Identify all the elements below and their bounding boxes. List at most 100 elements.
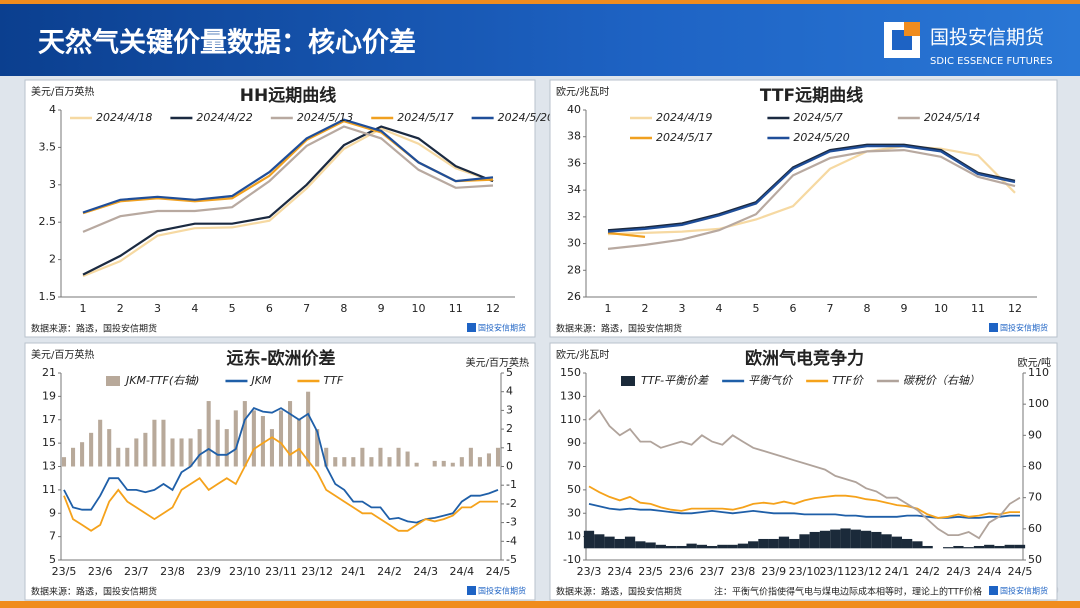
bar: [707, 545, 718, 549]
y-tick-label: 30: [567, 506, 581, 519]
x-tick-label: 5: [229, 302, 236, 315]
legend-item: 碳税价（右轴）: [876, 374, 980, 387]
y-tick-label: 2.5: [39, 215, 57, 228]
bar: [850, 529, 861, 549]
legend-label: 2024/5/20: [498, 111, 554, 124]
legend-label: 2024/4/18: [96, 111, 152, 124]
x-tick-label: 4: [716, 302, 723, 315]
bar: [206, 401, 211, 467]
bar: [789, 538, 800, 549]
y-tick-label: 36: [567, 156, 581, 169]
bar: [342, 457, 347, 467]
bar: [819, 530, 831, 549]
x-tick-label: 12: [486, 302, 500, 315]
bar: [495, 447, 501, 467]
y2-tick-label: 1: [506, 441, 513, 454]
small-logo-mark: [989, 586, 998, 595]
y-tick-label: 130: [560, 389, 581, 402]
small-logo: 国投安信期货: [478, 323, 526, 333]
y2-tick-label: 110: [1028, 366, 1049, 379]
line-series: [588, 485, 1020, 519]
bar: [242, 401, 247, 467]
legend-item: JKM-TTF(右轴): [106, 374, 199, 387]
bar: [161, 419, 166, 467]
x-tick-label: 23/6: [88, 565, 113, 578]
source-note: 数据来源：路透，国投安信期货: [556, 323, 682, 335]
y-tick-label: 13: [42, 460, 56, 473]
x-tick-label: 9: [378, 302, 385, 315]
y-tick-label: 1.5: [39, 290, 57, 303]
bar: [912, 541, 923, 549]
line-series: [607, 145, 1016, 233]
x-tick-label: 24/5: [1008, 565, 1033, 578]
y-tick-label: 7: [49, 530, 56, 543]
y-tick-label: 38: [567, 130, 581, 143]
source-note: 数据来源：路透，国投安信期货: [31, 586, 157, 598]
bar: [727, 544, 738, 549]
bar: [871, 531, 882, 549]
small-logo: 国投安信期货: [478, 586, 526, 596]
x-tick-label: 10: [934, 302, 948, 315]
bar: [378, 447, 383, 467]
bar: [179, 438, 184, 467]
legend-label: 2024/5/17: [656, 131, 712, 144]
x-tick-label: 24/1: [341, 565, 366, 578]
bar: [963, 547, 974, 549]
y2-tick-label: 70: [1028, 491, 1042, 504]
bar: [369, 457, 374, 467]
x-tick-label: 3: [154, 302, 161, 315]
x-tick-label: 23/11: [819, 565, 851, 578]
y2-tick-label: 50: [1028, 553, 1042, 566]
bar: [973, 545, 985, 549]
small-logo-mark: [467, 586, 476, 595]
x-tick-label: 1: [605, 302, 612, 315]
y-tick-label: 32: [567, 210, 581, 223]
y2-tick-label: 0: [506, 460, 513, 473]
legend-item: TTF价: [806, 374, 864, 387]
bar: [143, 432, 148, 467]
bar: [387, 457, 392, 467]
y-tick-label: 3: [49, 178, 56, 191]
bar: [116, 447, 121, 467]
legend-item: 2024/5/13: [270, 111, 353, 124]
bar: [830, 529, 841, 549]
bar: [405, 451, 410, 467]
x-tick-label: 3: [679, 302, 686, 315]
small-logo: 国投安信期货: [1000, 586, 1048, 596]
bar: [922, 545, 933, 549]
x-tick-label: 6: [266, 302, 273, 315]
x-tick-label: 24/2: [377, 565, 402, 578]
panel-bg: [549, 79, 1058, 338]
line-series: [588, 503, 1020, 519]
line-series: [82, 125, 494, 276]
x-tick-label: 23/8: [731, 565, 756, 578]
y2-tick-label: -5: [506, 553, 517, 566]
bar: [197, 429, 202, 467]
line-series: [607, 143, 1016, 232]
header-stripe: [0, 0, 1080, 4]
bar: [215, 419, 220, 467]
y2-tick-label: -4: [506, 534, 517, 547]
bar: [414, 462, 419, 467]
small-logo-mark: [989, 323, 998, 332]
bar: [269, 429, 274, 467]
bar: [107, 429, 112, 467]
bar: [1014, 544, 1026, 549]
y2-tick-label: -3: [506, 516, 517, 529]
legend-label: 2024/5/14: [924, 111, 980, 124]
x-tick-label: 23/7: [700, 565, 725, 578]
y2-tick-label: 100: [1028, 397, 1049, 410]
bar: [717, 544, 728, 549]
legend-label: JKM: [249, 374, 271, 387]
y-tick-label: 40: [567, 103, 581, 116]
x-tick-label: 23/3: [577, 565, 602, 578]
y-axis-label: 美元/百万英热: [31, 85, 94, 98]
legend-swatch: [621, 376, 635, 386]
x-tick-label: 23/10: [229, 565, 261, 578]
y-tick-label: 150: [560, 366, 581, 379]
bar: [333, 457, 338, 467]
y-tick-label: 28: [567, 263, 581, 276]
legend-item: JKM: [225, 374, 272, 387]
